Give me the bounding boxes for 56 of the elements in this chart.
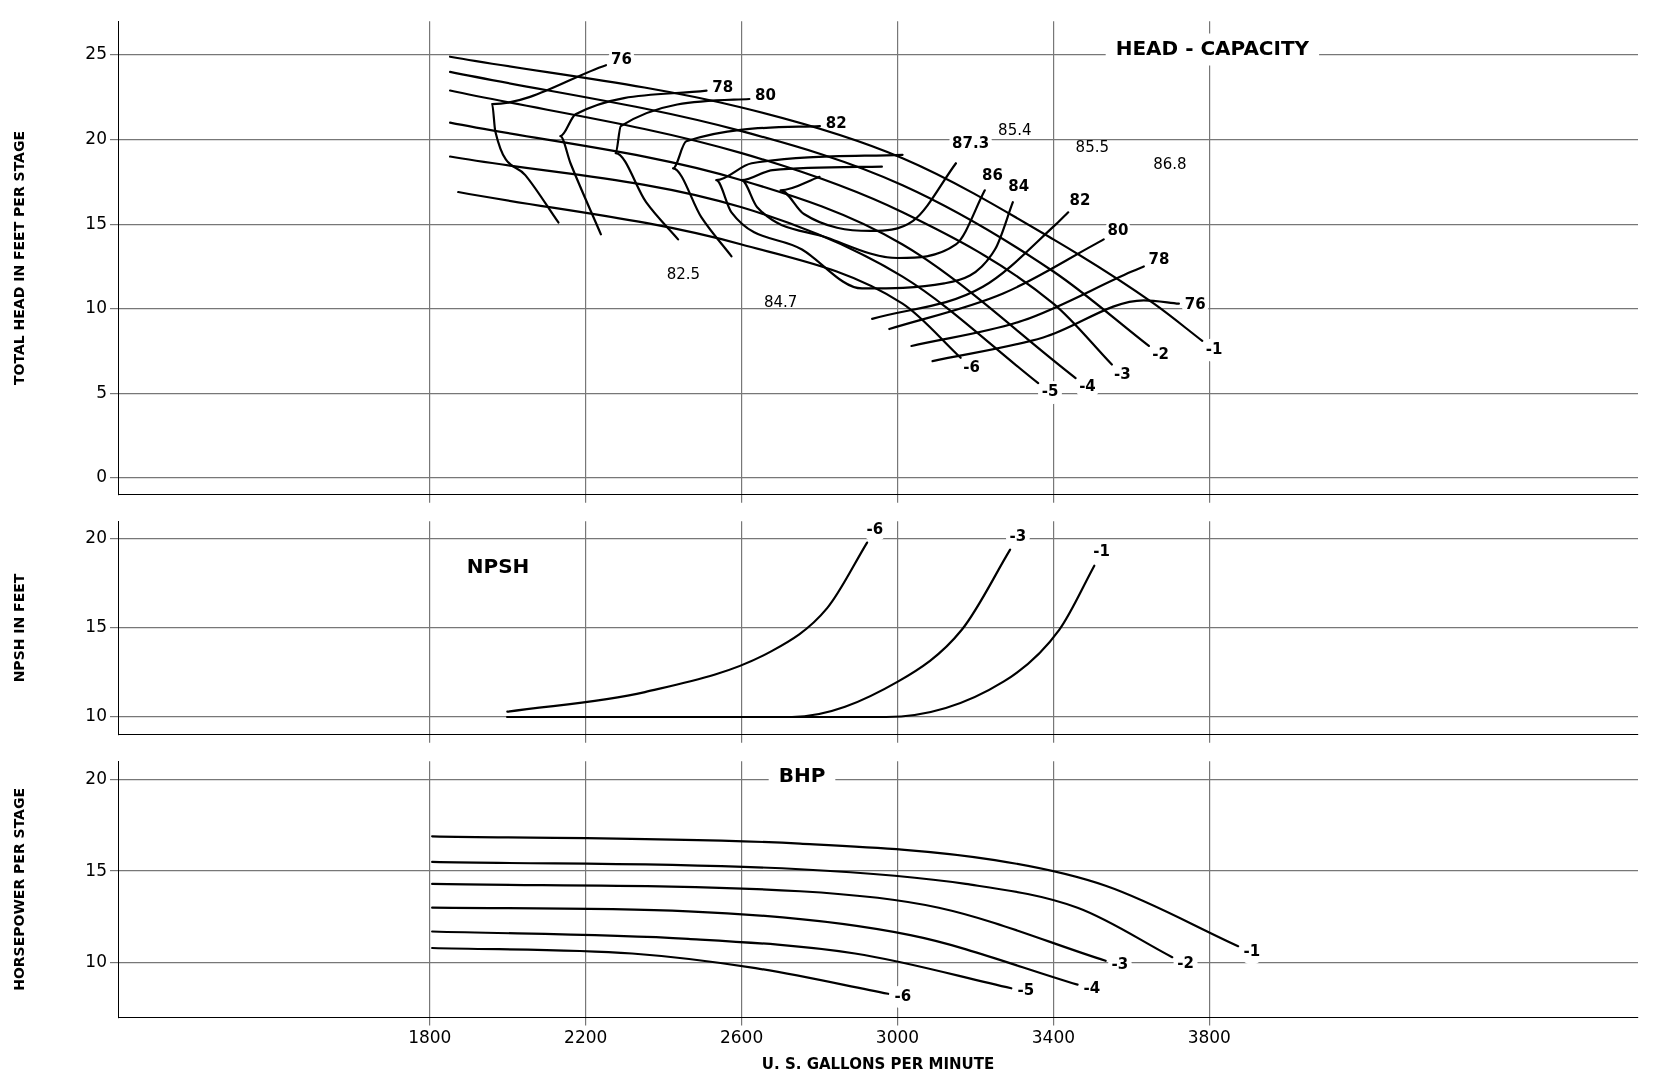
series-label: -6 xyxy=(866,519,884,538)
y-tick-label: 15 xyxy=(85,859,107,880)
y-tick-label: 20 xyxy=(85,767,107,788)
series-label: 78 xyxy=(1148,249,1170,268)
y-axis-title: NPSH IN FEET xyxy=(11,573,28,683)
series-label: -6 xyxy=(894,986,912,1005)
annotation: 82.5 xyxy=(666,264,701,283)
series-label: -3 xyxy=(1113,365,1131,384)
series-label: 84 xyxy=(1008,176,1030,195)
x-tick-label: 2600 xyxy=(719,1027,764,1048)
x-axis-title: U. S. GALLONS PER MINUTE xyxy=(761,1054,995,1073)
y-tick-label: 10 xyxy=(85,951,107,972)
text: 82 xyxy=(825,114,847,133)
annotation: 85.4 xyxy=(998,120,1032,139)
y-axis-title: TOTAL HEAD IN FEET PER STAGE xyxy=(11,131,28,385)
y-tick-label: 10 xyxy=(85,705,107,726)
series-label: 82 xyxy=(1069,190,1091,209)
y-axis-title: HORSEPOWER PER STAGE xyxy=(11,788,28,991)
x-tick-label: 3800 xyxy=(1187,1027,1231,1048)
x-tick-label: 1800 xyxy=(408,1027,452,1048)
y-tick-label: 20 xyxy=(85,128,107,149)
series-label: 76 xyxy=(611,49,632,68)
annotation: 84.7 xyxy=(764,293,798,312)
x-tick-label: 3400 xyxy=(1031,1027,1076,1048)
series-label: 80 xyxy=(1107,221,1129,240)
chart-title: BHP xyxy=(778,762,826,787)
annotation: 85.5 xyxy=(1075,138,1110,157)
series-label: -5 xyxy=(1017,981,1035,1000)
series-label: -3 xyxy=(1111,955,1129,974)
series-label: -3 xyxy=(1009,526,1027,545)
text: 78 xyxy=(712,77,734,96)
series-label: -5 xyxy=(1041,382,1059,401)
y-tick-label: 10 xyxy=(85,297,107,318)
series-label: -1 xyxy=(1243,942,1261,961)
y-tick-label: 5 xyxy=(96,381,107,402)
x-tick-label: 3000 xyxy=(875,1027,920,1048)
y-tick-label: 25 xyxy=(85,43,107,64)
series-label: -1 xyxy=(1205,339,1223,358)
series-label: -4 xyxy=(1079,377,1096,396)
x-tick-label: 2200 xyxy=(564,1027,608,1048)
series-label: -4 xyxy=(1083,978,1101,997)
annotation: 86.8 xyxy=(1153,155,1187,174)
series-label: -2 xyxy=(1152,345,1170,364)
series-label: -1 xyxy=(1093,542,1110,561)
y-tick-label: 20 xyxy=(85,527,107,548)
series-label: -2 xyxy=(1177,954,1194,972)
y-tick-label: 15 xyxy=(85,616,107,637)
y-tick-label: 0 xyxy=(96,466,107,487)
text: 80 xyxy=(755,85,776,104)
series-label: 86 xyxy=(982,165,1003,184)
y-tick-label: 15 xyxy=(85,212,107,233)
text: HEAD - CAPACITY xyxy=(1115,35,1310,60)
series-label: 87.3 xyxy=(952,133,990,152)
text: NPSH xyxy=(466,554,530,579)
series-label: -6 xyxy=(963,357,980,376)
text: 76 xyxy=(1184,295,1206,314)
